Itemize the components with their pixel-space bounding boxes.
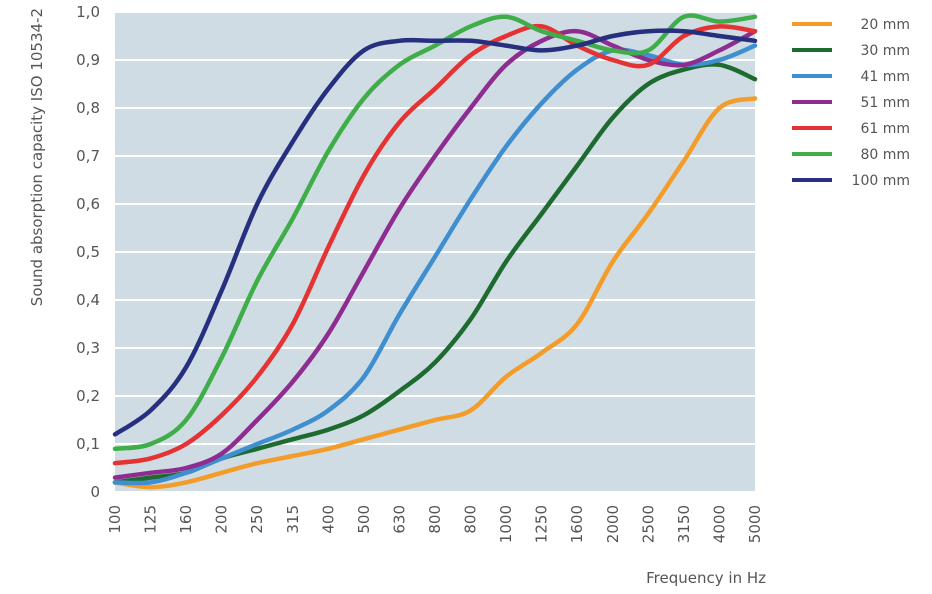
x-tick-label: 100	[106, 505, 124, 534]
y-tick-label: 0,2	[76, 387, 100, 405]
series-line-51mm	[112, 28, 758, 480]
x-tick-label: 4000	[710, 505, 728, 543]
series-line-61mm	[112, 23, 758, 466]
x-tick-label: 1250	[533, 505, 551, 543]
y-tick-label: 0,4	[76, 291, 100, 309]
legend-label-61mm: 61 mm	[860, 121, 910, 137]
y-tick-label: 0,5	[76, 243, 100, 261]
legend-label-80mm: 80 mm	[860, 147, 910, 163]
x-tick-label: 3150	[675, 505, 693, 543]
legend-label-100mm: 100 mm	[852, 173, 910, 189]
x-tick-label: 315	[284, 505, 302, 534]
x-tick-labels: 100 125 160 200 250 315 400 500 630 800 800 1000 125…	[106, 505, 764, 543]
legend-label-51mm: 51 mm	[860, 95, 910, 111]
y-tick-label: 0,8	[76, 99, 100, 117]
series-line-20mm	[112, 96, 758, 490]
y-tick-label: 0	[90, 483, 100, 501]
x-tick-label: 125	[142, 505, 160, 534]
x-tick-label: 160	[177, 505, 195, 534]
y-tick-label: 0,9	[76, 51, 100, 69]
x-tick-label: 2000	[604, 505, 622, 543]
x-tick-label: 5000	[746, 505, 764, 543]
legend: 20 mm 30 mm 41 mm 51 mm 61 mm 80 mm 100 mm	[792, 17, 910, 189]
x-tick-label: 2500	[639, 505, 657, 543]
y-tick-label: 1,0	[76, 3, 100, 21]
x-tick-label: 200	[213, 505, 231, 534]
series-line-41mm	[112, 43, 758, 486]
legend-label-41mm: 41 mm	[860, 69, 910, 85]
y-tick-labels: 0 0,1 0,2 0,3 0,4 0,5 0,6 0,7 0,8 0,9 1,0	[76, 3, 100, 501]
y-tick-label: 0,7	[76, 147, 100, 165]
x-tick-label: 800	[426, 505, 444, 534]
x-tick-label: 800	[462, 505, 480, 534]
x-tick-label: 500	[355, 505, 373, 534]
series-lines	[112, 13, 758, 490]
y-tick-label: 0,3	[76, 339, 100, 357]
y-tick-label: 0,1	[76, 435, 100, 453]
y-axis-title: Sound absorption capacity ISO 10534-2	[28, 8, 46, 306]
x-tick-label: 400	[319, 505, 337, 534]
x-tick-label: 250	[248, 505, 266, 534]
x-tick-label: 1000	[497, 505, 515, 543]
series-line-80mm	[112, 13, 758, 452]
legend-label-30mm: 30 mm	[860, 43, 910, 59]
legend-label-20mm: 20 mm	[860, 17, 910, 33]
series-line-100mm	[112, 28, 758, 437]
x-axis-title: Frequency in Hz	[646, 569, 766, 587]
x-tick-label: 630	[390, 505, 408, 534]
y-tick-label: 0,6	[76, 195, 100, 213]
x-tick-label: 1600	[568, 505, 586, 543]
